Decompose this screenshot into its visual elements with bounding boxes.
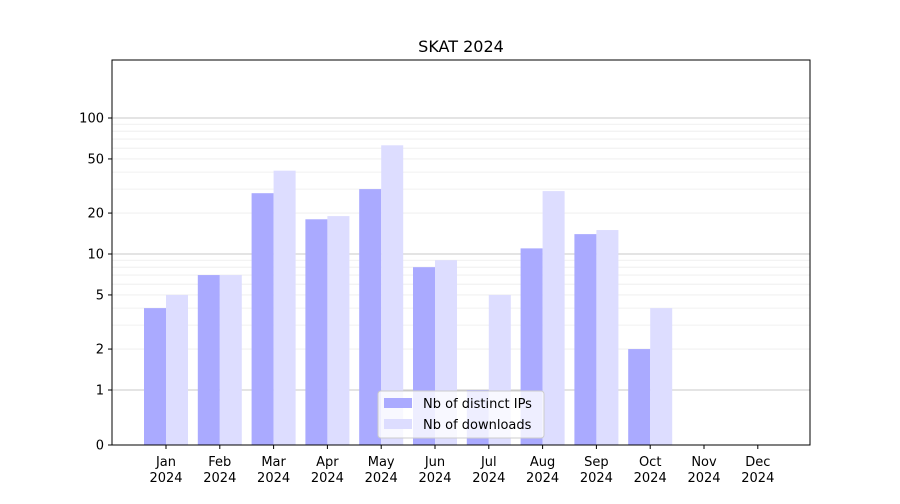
bar-downloads <box>381 145 404 446</box>
y-tick-label: 10 <box>87 248 104 263</box>
y-tick-label: 1 <box>96 384 104 399</box>
x-tick-label: Sep 2024 <box>580 455 613 486</box>
legend-label: Nb of distinct IPs <box>423 397 532 412</box>
y-tick-label: 100 <box>79 112 104 127</box>
x-tick-label: Aug 2024 <box>526 455 559 486</box>
plot-frame <box>111 59 811 446</box>
bar-distinct-ips <box>144 308 166 445</box>
x-tick-label: Jan 2024 <box>149 455 182 486</box>
x-tick-label: Apr 2024 <box>311 455 344 486</box>
bar-distinct-ips <box>251 193 274 445</box>
x-tick-label: Jun 2024 <box>418 455 451 486</box>
bar-distinct-ips <box>574 234 597 445</box>
legend-label: Nb of downloads <box>423 418 532 433</box>
legend: Nb of distinct IPs Nb of downloads <box>377 390 545 439</box>
bar-distinct-ips <box>628 349 651 445</box>
x-tick-label: Nov 2024 <box>687 455 720 486</box>
x-tick-label: Jul 2024 <box>472 455 505 486</box>
y-axis: 0 1 2 5 10 20 50 100 <box>79 112 112 454</box>
bar-downloads <box>542 191 565 445</box>
x-axis: Jan 2024 Feb 2024 Mar 2024 Apr 2024 May 2024 Jun 20… <box>149 445 774 486</box>
bar-downloads <box>327 216 350 445</box>
y-tick-label: 0 <box>96 439 104 454</box>
chart-title: SKAT 2024 <box>418 37 504 56</box>
y-tick-label: 20 <box>87 207 104 222</box>
bar-distinct-ips <box>197 275 220 445</box>
x-tick-label: Feb 2024 <box>203 455 236 486</box>
x-tick-label: Dec 2024 <box>741 455 774 486</box>
legend-swatch <box>384 419 412 429</box>
bar-downloads <box>166 294 188 445</box>
bar-downloads <box>596 230 619 445</box>
bar-distinct-ips <box>359 189 382 445</box>
legend-box <box>377 390 545 439</box>
y-tick-label: 50 <box>87 152 104 167</box>
legend-swatch <box>384 398 412 408</box>
bar-downloads <box>273 170 296 446</box>
y-tick-label: 5 <box>96 288 104 303</box>
x-tick-label: May 2024 <box>365 455 398 486</box>
bar-downloads <box>219 275 242 445</box>
bar-distinct-ips <box>305 219 328 445</box>
x-tick-label: Mar 2024 <box>257 455 290 486</box>
x-tick-label: Oct 2024 <box>634 455 667 486</box>
bar-downloads <box>650 308 673 445</box>
y-tick-label: 2 <box>96 343 104 358</box>
